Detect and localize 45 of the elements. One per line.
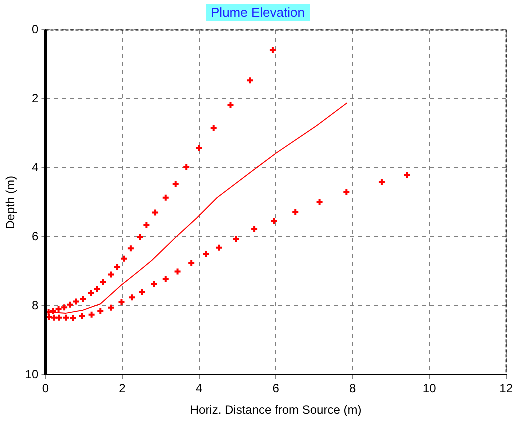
point	[88, 310, 96, 319]
x-tick-label: 10	[422, 382, 437, 396]
y-tick-label: 0	[32, 22, 40, 37]
point	[128, 294, 136, 302]
x-axis-title: Horiz. Distance from Source (m)	[190, 403, 362, 418]
y-tick-label: 2	[32, 92, 40, 106]
point	[316, 198, 324, 206]
x-tick-label: 4	[196, 382, 203, 396]
point	[246, 76, 254, 85]
point	[72, 298, 80, 306]
point	[202, 250, 210, 258]
point	[342, 188, 351, 196]
point	[126, 244, 135, 253]
point	[172, 180, 180, 188]
point	[87, 289, 96, 298]
point	[136, 233, 144, 242]
chart-title: Plume Elevation	[206, 4, 310, 21]
point	[232, 235, 240, 244]
y-axis-title: Depth (m)	[4, 176, 18, 230]
point	[250, 225, 259, 234]
x-tick-label: 0	[42, 382, 50, 396]
point	[226, 101, 235, 110]
x-tick-label: 8	[349, 382, 356, 396]
y-tick-label: 10	[25, 368, 40, 382]
x-tick-label: 6	[272, 382, 280, 396]
x-tick-label: 2	[119, 382, 126, 396]
point	[93, 285, 102, 294]
point	[54, 305, 63, 314]
y-tick-label: 6	[32, 230, 40, 244]
point	[174, 268, 182, 276]
point	[215, 244, 224, 252]
point	[62, 314, 70, 322]
point	[69, 314, 77, 322]
x-tick-label: 12	[500, 382, 514, 396]
point	[403, 171, 412, 180]
y-tick-label: 4	[32, 160, 40, 175]
point	[152, 208, 160, 217]
y-tick-label: 8	[32, 298, 40, 313]
point	[188, 259, 196, 268]
point	[66, 300, 74, 309]
point	[78, 312, 86, 320]
point	[60, 304, 69, 312]
point	[162, 194, 170, 202]
point	[378, 178, 386, 186]
point	[120, 254, 128, 263]
